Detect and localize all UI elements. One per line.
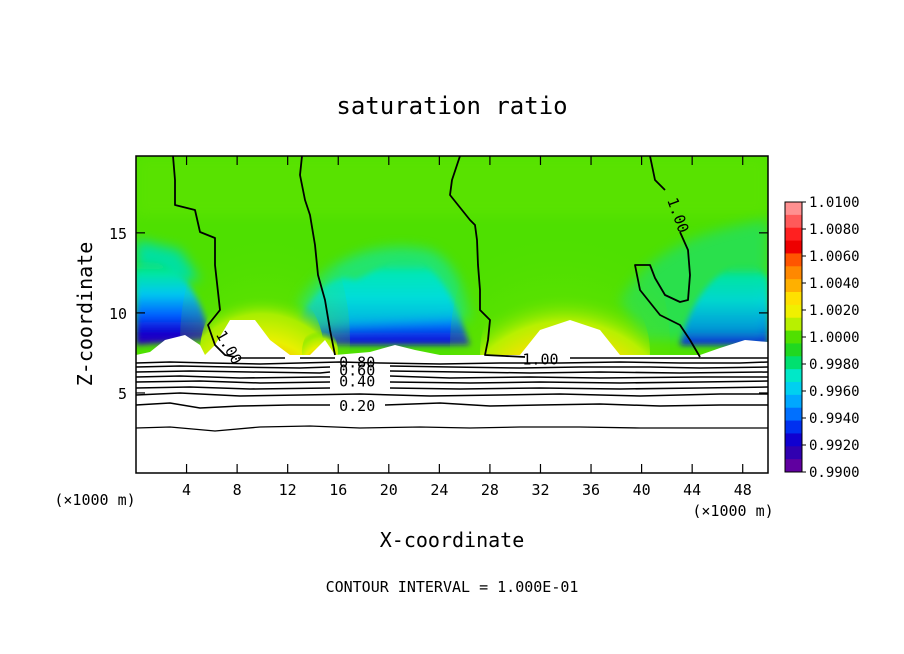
y-tick-label-1: 10 (109, 305, 127, 323)
contour-label-5: 0.40 (339, 373, 375, 391)
colorbar-swatch-5 (785, 266, 802, 280)
y-tick-label-0: 5 (118, 385, 127, 403)
chart-title: saturation ratio (336, 92, 567, 120)
contour-0-50 (136, 380, 768, 384)
contour-label-1: 1.00 (522, 350, 558, 368)
x-tick-label-4: 20 (380, 481, 398, 499)
plot-area: 1.00 1.001.000.800.600.400.20 (136, 156, 768, 473)
contour-0-70 (136, 370, 768, 374)
colorbar-swatch-4 (785, 253, 802, 267)
x-tick-label-6: 28 (481, 481, 499, 499)
colorbar-label-2: 1.0060 (809, 249, 860, 265)
plot-frame (135, 155, 769, 474)
x-tick-label-3: 16 (329, 481, 347, 499)
contour-1-00-e (634, 231, 701, 358)
x-axis: 4 8 12 16 20 24 28 32 36 40 44 48 (182, 156, 752, 499)
colorbar: 1.0100 1.0080 1.0060 1.0040 1.0020 1.0000 0.99… (784, 195, 860, 481)
colorbar-swatch-13 (785, 369, 802, 383)
contour-0-40 (136, 386, 768, 390)
colorbar-swatch-1 (785, 214, 802, 229)
x-tick-label-8: 36 (582, 481, 600, 499)
colorbar-swatch-12 (785, 356, 802, 370)
colorbar-swatch-0 (785, 202, 802, 216)
colorbar-label-7: 0.9960 (809, 384, 860, 400)
colorbar-swatch-17 (785, 420, 802, 434)
colorbar-label-9: 0.9920 (809, 438, 860, 454)
x-tick-label-2: 12 (279, 481, 297, 499)
contour-label-6: 0.20 (339, 397, 375, 415)
x-tick-label-5: 24 (430, 481, 448, 499)
colorbar-label-5: 1.0000 (809, 330, 860, 346)
colorbar-swatch-11 (785, 343, 802, 357)
colorbar-label-8: 0.9940 (809, 411, 860, 427)
contour-0-20 (136, 402, 768, 409)
contour-label-3: 0.80 (339, 354, 375, 372)
contour-1-00-b (299, 156, 336, 356)
y-tick-label-2: 15 (109, 225, 127, 243)
contour-1-00-d (649, 156, 666, 191)
colorbar-swatch-3 (785, 240, 802, 254)
x-tick-label-10: 44 (683, 481, 701, 499)
y-axis-label: Z-coordinate (73, 242, 97, 387)
contour-0-30 (136, 392, 768, 397)
colorbar-swatch-15 (785, 394, 802, 409)
colorbar-swatch-9 (785, 317, 802, 332)
colorbar-swatch-19 (785, 446, 802, 460)
field-surface-boundary (136, 320, 768, 360)
contour-interval-note: CONTOUR INTERVAL = 1.000E-01 (326, 578, 579, 596)
contour-1-00-c (449, 156, 526, 358)
x-tick-label-1: 8 (233, 481, 242, 499)
colorbar-swatch-14 (785, 382, 802, 396)
colorbar-swatch-16 (785, 407, 802, 422)
x-tick-label-11: 48 (734, 481, 752, 499)
x-tick-label-7: 32 (531, 481, 549, 499)
colorbar-swatch-20 (785, 459, 802, 473)
colorbar-swatch-6 (785, 279, 802, 293)
contour-1-00-a (172, 156, 236, 358)
y-axis: 5 10 15 (109, 225, 768, 403)
colorbar-swatch-7 (785, 292, 802, 306)
colorbar-swatch-18 (785, 433, 802, 447)
x-axis-unit: (×1000 m) (692, 502, 773, 520)
field-lower-region (136, 355, 768, 473)
colorbar-swatch-8 (785, 304, 802, 319)
contour-0-60 (136, 375, 768, 379)
colorbar-label-0: 1.0100 (809, 195, 860, 211)
contour-0-90 (136, 361, 768, 365)
contour-lines (136, 156, 768, 432)
colorbar-swatch-2 (785, 227, 802, 242)
x-axis-label: X-coordinate (380, 528, 525, 552)
contour-0-80 (136, 365, 768, 369)
colorbar-label-6: 0.9980 (809, 357, 860, 373)
colorbar-label-10: 0.9900 (809, 465, 860, 481)
colorbar-label-4: 1.0020 (809, 303, 860, 319)
contour-0-10 (136, 425, 768, 432)
contour-label-4: 0.60 (339, 362, 375, 380)
colorbar-swatch-10 (785, 330, 802, 344)
colorbar-label-3: 1.0040 (809, 276, 860, 292)
z-axis-unit: (×1000 m) (54, 491, 135, 509)
x-tick-label-9: 40 (633, 481, 651, 499)
colorbar-label-1: 1.0080 (809, 222, 860, 238)
x-tick-label-0: 4 (182, 481, 191, 499)
field-shading (136, 156, 768, 473)
